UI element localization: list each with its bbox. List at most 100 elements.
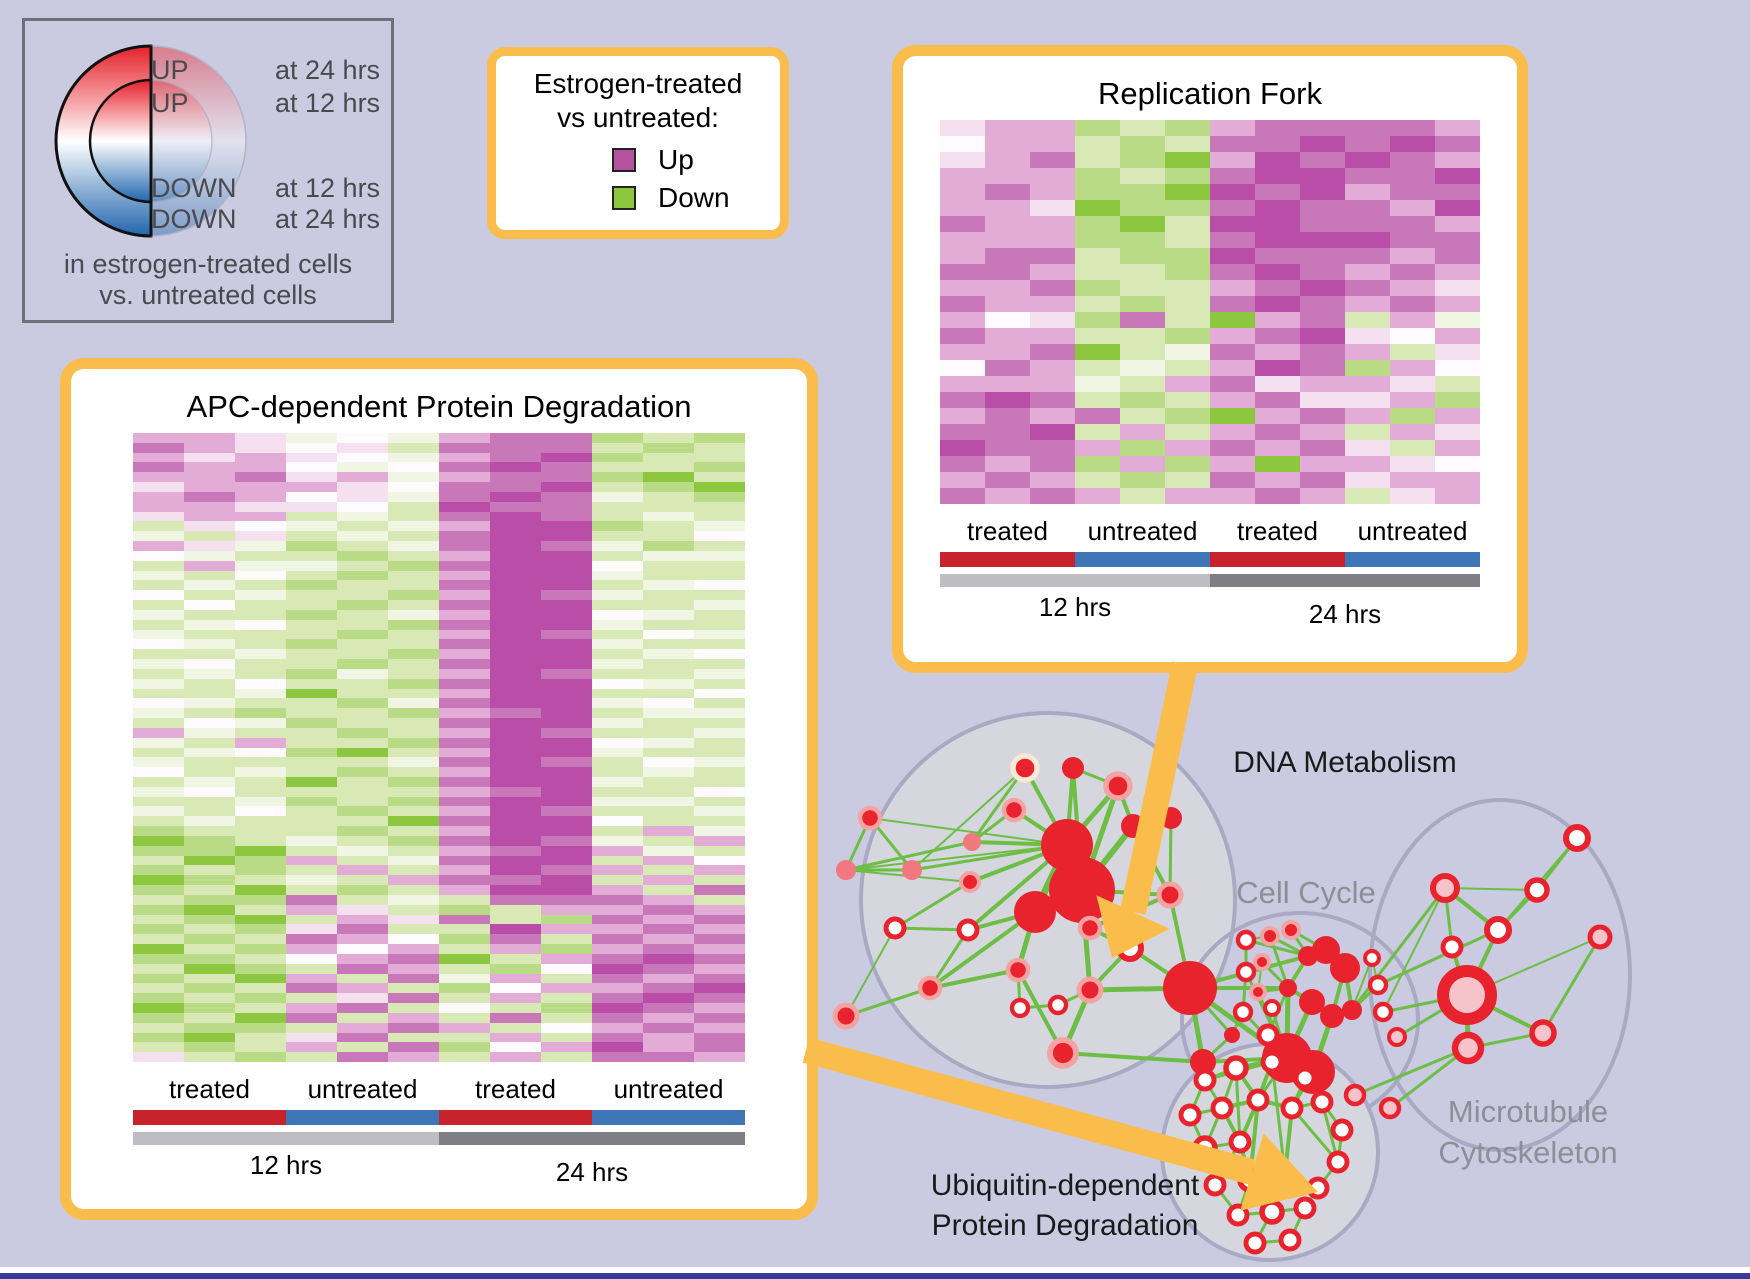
network-edge (1220, 1066, 1238, 1110)
heatmap-cell (940, 184, 985, 200)
network-edge (1244, 938, 1310, 958)
heatmap-cell (235, 541, 286, 551)
heatmap-cell (235, 904, 286, 915)
replication-fork-heatmap (940, 120, 1480, 504)
heatmap-cell (388, 944, 439, 954)
network-edge (1060, 987, 1093, 1056)
heatmap-cell (439, 550, 490, 561)
network-edge (1343, 966, 1354, 1012)
heatmap-cell (490, 757, 541, 768)
heatmap-cell (694, 737, 745, 748)
heatmap-cell (643, 550, 694, 561)
heatmap-cell (1165, 264, 1210, 280)
heatmap-cell (235, 560, 286, 571)
heatmap-cell (1300, 344, 1345, 360)
legend-row: DOWN at 12 hrs (151, 173, 380, 204)
heatmap-cell (1390, 408, 1435, 424)
heatmap-cell (1390, 392, 1435, 408)
heatmap-cell (694, 885, 745, 895)
heatmap-cell (337, 747, 388, 758)
heatmap-cell (1210, 264, 1255, 280)
heatmap-cell (388, 727, 439, 738)
heatmap-cell (439, 668, 490, 679)
heatmap-cell (1435, 248, 1480, 264)
network-edge (1213, 1140, 1242, 1187)
apc-group-labels: treated untreated treated untreated (133, 1074, 745, 1105)
heatmap-cell (694, 688, 745, 699)
heatmap-cell (286, 737, 337, 748)
heatmap-cell (940, 408, 985, 424)
heatmap-cell (541, 973, 592, 984)
condition-bar (133, 1110, 286, 1125)
heatmap-cell (592, 1032, 643, 1043)
heatmap-cell (286, 816, 337, 827)
heatmap-cell (1120, 152, 1165, 168)
heatmap-cell (184, 550, 235, 561)
heatmap-cell (337, 659, 388, 669)
heatmap-cell (388, 865, 439, 876)
group-label: untreated (307, 1074, 418, 1104)
heatmap-cell (1255, 440, 1300, 456)
heatmap-cell (286, 609, 337, 620)
heatmap-cell (388, 875, 439, 886)
down-color-swatch (612, 186, 636, 210)
heatmap-cell (1030, 264, 1075, 280)
heatmap-cell (184, 708, 235, 719)
heatmap-cell (490, 944, 541, 954)
heatmap-cell (1120, 232, 1165, 248)
heatmap-cell (1030, 328, 1075, 344)
heatmap-cell (694, 531, 745, 542)
heatmap-cell (235, 983, 286, 994)
heatmap-cell (643, 649, 694, 660)
heatmap-cell (1390, 296, 1435, 312)
heatmap-cell (643, 816, 694, 827)
network-edge (1203, 1056, 1289, 1082)
heatmap-cell (184, 727, 235, 738)
heatmap-cell (1390, 216, 1435, 232)
network-edge (1266, 986, 1290, 1037)
heatmap-cell (490, 1032, 541, 1043)
heatmap-cell (541, 924, 592, 935)
heatmap-cell (490, 845, 541, 856)
heatmap-cell (1390, 136, 1435, 152)
heatmap-cell (388, 1022, 439, 1033)
time-label: at 12 hrs (275, 173, 381, 203)
heatmap-cell (490, 698, 541, 709)
heatmap-cell (388, 668, 439, 679)
heatmap-cell (337, 482, 388, 492)
heatmap-cell (1300, 168, 1345, 184)
network-edge (1018, 1003, 1060, 1010)
heatmap-cell (1030, 376, 1075, 392)
up-label: Up (658, 144, 694, 175)
network-node (1430, 873, 1460, 903)
replication-fork-heatmap-wrap: treated untreated treated untreated 12 h… (940, 120, 1480, 630)
time-label: 24 hrs (555, 1157, 629, 1187)
heatmap-cell (541, 442, 592, 453)
heatmap-cell (1255, 488, 1300, 504)
heatmap-cell (1300, 248, 1345, 264)
heatmap-cell (1165, 168, 1210, 184)
heatmap-cell (133, 826, 184, 836)
heatmap-cell (286, 678, 337, 689)
network-edge (1303, 1186, 1320, 1210)
network-edge (1290, 1100, 1324, 1110)
heatmap-cell (184, 786, 235, 797)
heatmap-cell (1255, 184, 1300, 200)
heatmap-cell (388, 482, 439, 492)
network-node (1156, 881, 1184, 909)
heatmap-cell (694, 865, 745, 876)
heatmap-cell (1435, 184, 1480, 200)
network-node (1193, 1068, 1217, 1092)
heatmap-cell (592, 600, 643, 610)
heatmap-cell (235, 914, 286, 925)
network-node (1041, 819, 1093, 871)
network-node (1291, 1050, 1335, 1094)
network-edge (1245, 935, 1271, 941)
heatmap-cell (541, 541, 592, 551)
heatmap-cell (388, 659, 439, 669)
heatmap-cell (940, 168, 985, 184)
network-edge (1238, 1098, 1260, 1144)
heatmap-cell (184, 541, 235, 551)
network-edge (1310, 1000, 1334, 1018)
heatmap-cell (490, 619, 541, 630)
